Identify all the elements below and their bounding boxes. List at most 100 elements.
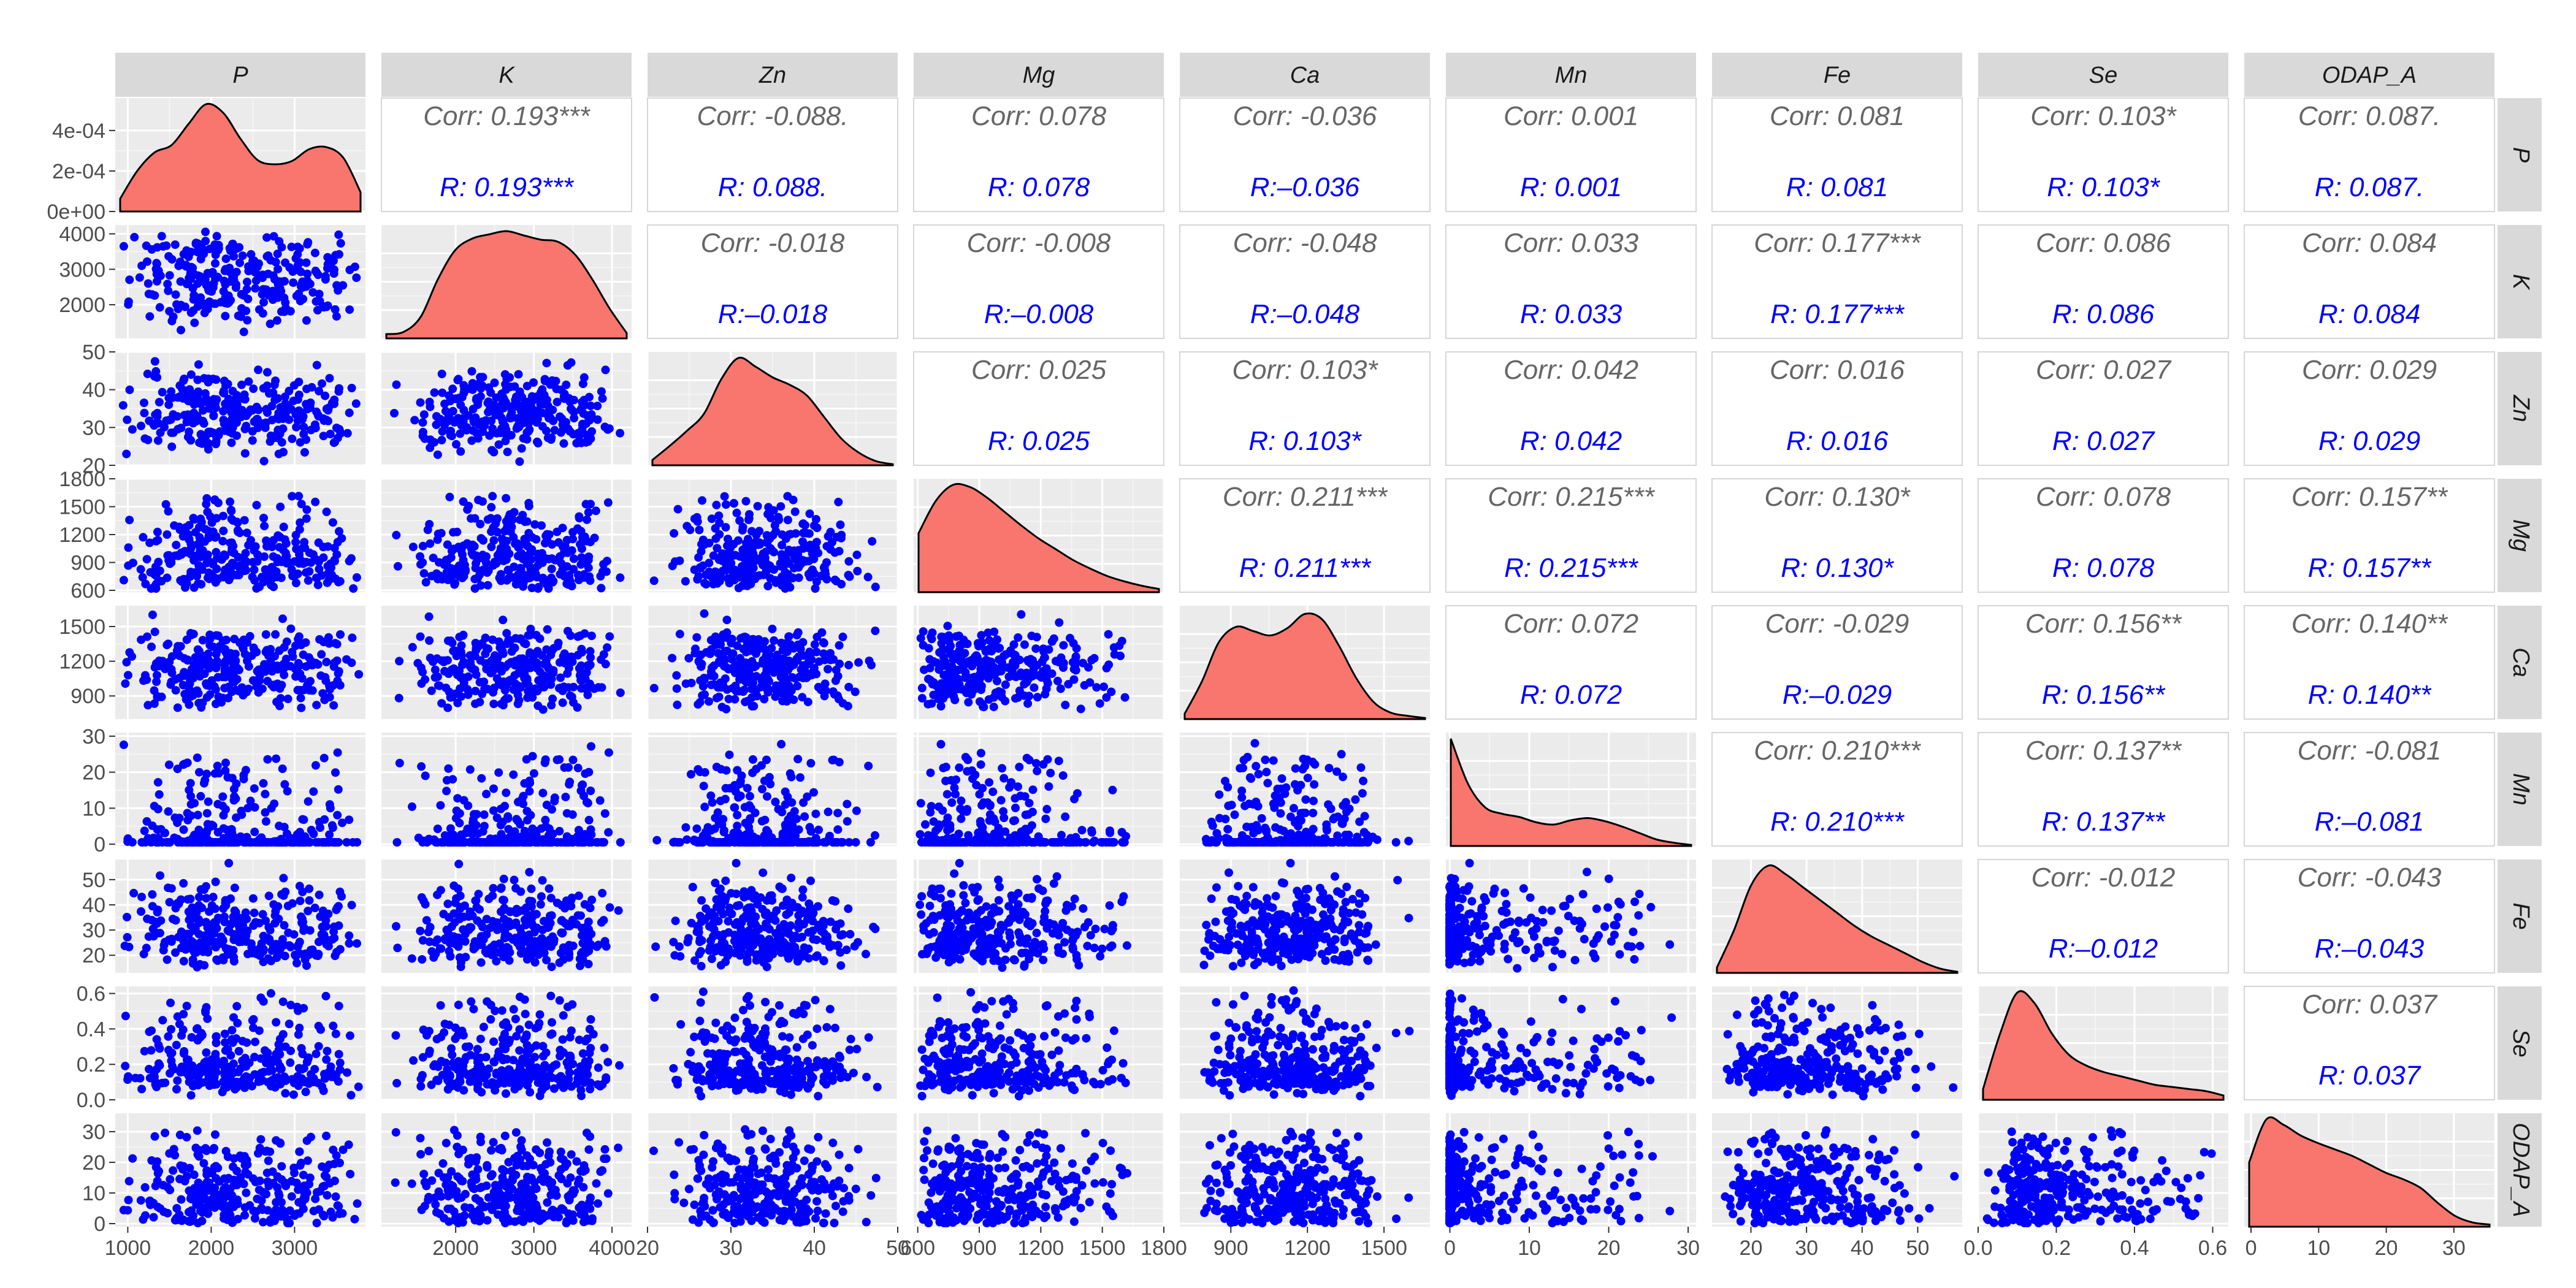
panel-mg-mn: Corr: 0.215***R: 0.215*** (1445, 478, 1697, 593)
strip-right-k (2498, 225, 2542, 338)
scatter-point (715, 530, 724, 539)
scatter-point (526, 549, 535, 558)
scatter-point (509, 770, 518, 779)
scatter-point (291, 538, 300, 547)
strip-top-label-odap_a: ODAP_A (2322, 63, 2417, 88)
scatter-point (235, 258, 244, 267)
scatter-point (989, 703, 998, 712)
scatter-point (522, 676, 532, 685)
scatter-point (333, 748, 342, 757)
scatter-point (274, 556, 283, 565)
scatter-point (1262, 768, 1271, 777)
scatter-point (746, 544, 755, 554)
scatter-point (597, 387, 606, 396)
scatter-point (196, 272, 205, 281)
scatter-point (426, 443, 435, 452)
scatter-point (167, 442, 177, 451)
scatter-point (476, 392, 485, 401)
scatter-point (851, 838, 860, 847)
scatter-point (722, 704, 731, 714)
scatter-point (488, 635, 497, 644)
scatter-point (426, 539, 435, 548)
scatter-point (240, 395, 250, 404)
scatter-point (220, 550, 229, 559)
scatter-point (417, 762, 426, 771)
scatter-point (211, 403, 220, 413)
scatter-point (741, 698, 750, 706)
scatter-point (977, 682, 986, 691)
scatter-point (323, 260, 332, 269)
scatter-point (352, 273, 361, 282)
scatter-point (504, 825, 513, 834)
scatter-point (273, 265, 283, 274)
scatter-point (394, 693, 403, 703)
scatter-point (489, 806, 498, 815)
scatter-point (962, 639, 971, 648)
scatter-point (266, 645, 275, 654)
strip-right-label-k: K (2508, 274, 2534, 291)
panel-mg-ca: Corr: 0.211***R: 0.211*** (1179, 478, 1431, 593)
scatter-point (159, 242, 168, 251)
scatter-point (1064, 680, 1073, 689)
scatter-point (224, 945, 234, 954)
scatter-point (554, 638, 563, 647)
scatter-point (258, 309, 267, 318)
scatter-point (197, 439, 207, 448)
scatter-point (1273, 784, 1282, 793)
scatter-point (1047, 838, 1057, 847)
scatter-point (507, 522, 516, 532)
scatter-point (451, 689, 460, 698)
scatter-point (331, 305, 340, 314)
scatter-point (755, 639, 763, 649)
scatter-point (670, 529, 679, 538)
scatter-point (690, 649, 700, 658)
scatter-point (499, 874, 508, 883)
scatter-point (527, 584, 537, 592)
scatter-point (561, 793, 570, 802)
scatter-point (961, 673, 970, 682)
scatter-point (196, 660, 205, 669)
scatter-point (568, 657, 577, 666)
scatter-point (221, 311, 230, 321)
scatter-point (174, 393, 183, 402)
scatter-point (293, 395, 302, 404)
scatter-point (425, 636, 434, 645)
scatter-point (442, 787, 451, 796)
scatter-point (345, 939, 354, 948)
scatter-point (302, 558, 311, 566)
scatter-point (261, 572, 270, 581)
scatter-point (1240, 801, 1250, 810)
scatter-point (979, 829, 988, 838)
scatter-point (557, 414, 567, 424)
scatter-point (697, 660, 706, 669)
scatter-point (319, 638, 328, 647)
scatter-point (1254, 769, 1263, 779)
scatter-point (342, 838, 351, 847)
scatter-point (543, 433, 552, 443)
scatter-point (153, 778, 162, 787)
scatter-point (733, 810, 742, 820)
scatter-point (228, 423, 237, 432)
scatter-point (227, 774, 237, 783)
scatter-point (1291, 818, 1299, 827)
scatter-point (482, 790, 491, 799)
scatter-point (1104, 630, 1113, 639)
scatter-point (493, 654, 502, 663)
scatter-point (299, 650, 308, 659)
scatter-point (1277, 774, 1286, 783)
scatter-point (449, 544, 459, 554)
scatter-point (262, 405, 271, 414)
r-label: R: 0.001 (1520, 172, 1622, 202)
scatter-point (444, 764, 453, 773)
scatter-point (523, 693, 532, 703)
corr-label: Corr: 0.001 (1504, 101, 1638, 131)
scatter-point (558, 698, 567, 707)
scatter-point (1032, 633, 1041, 642)
scatter-point (302, 505, 311, 514)
scatter-point (963, 767, 972, 776)
scatter-point (353, 838, 362, 847)
scatter-point (616, 688, 625, 697)
scatter-point (446, 553, 456, 562)
scatter-point (205, 630, 215, 639)
scatter-point (673, 700, 682, 709)
